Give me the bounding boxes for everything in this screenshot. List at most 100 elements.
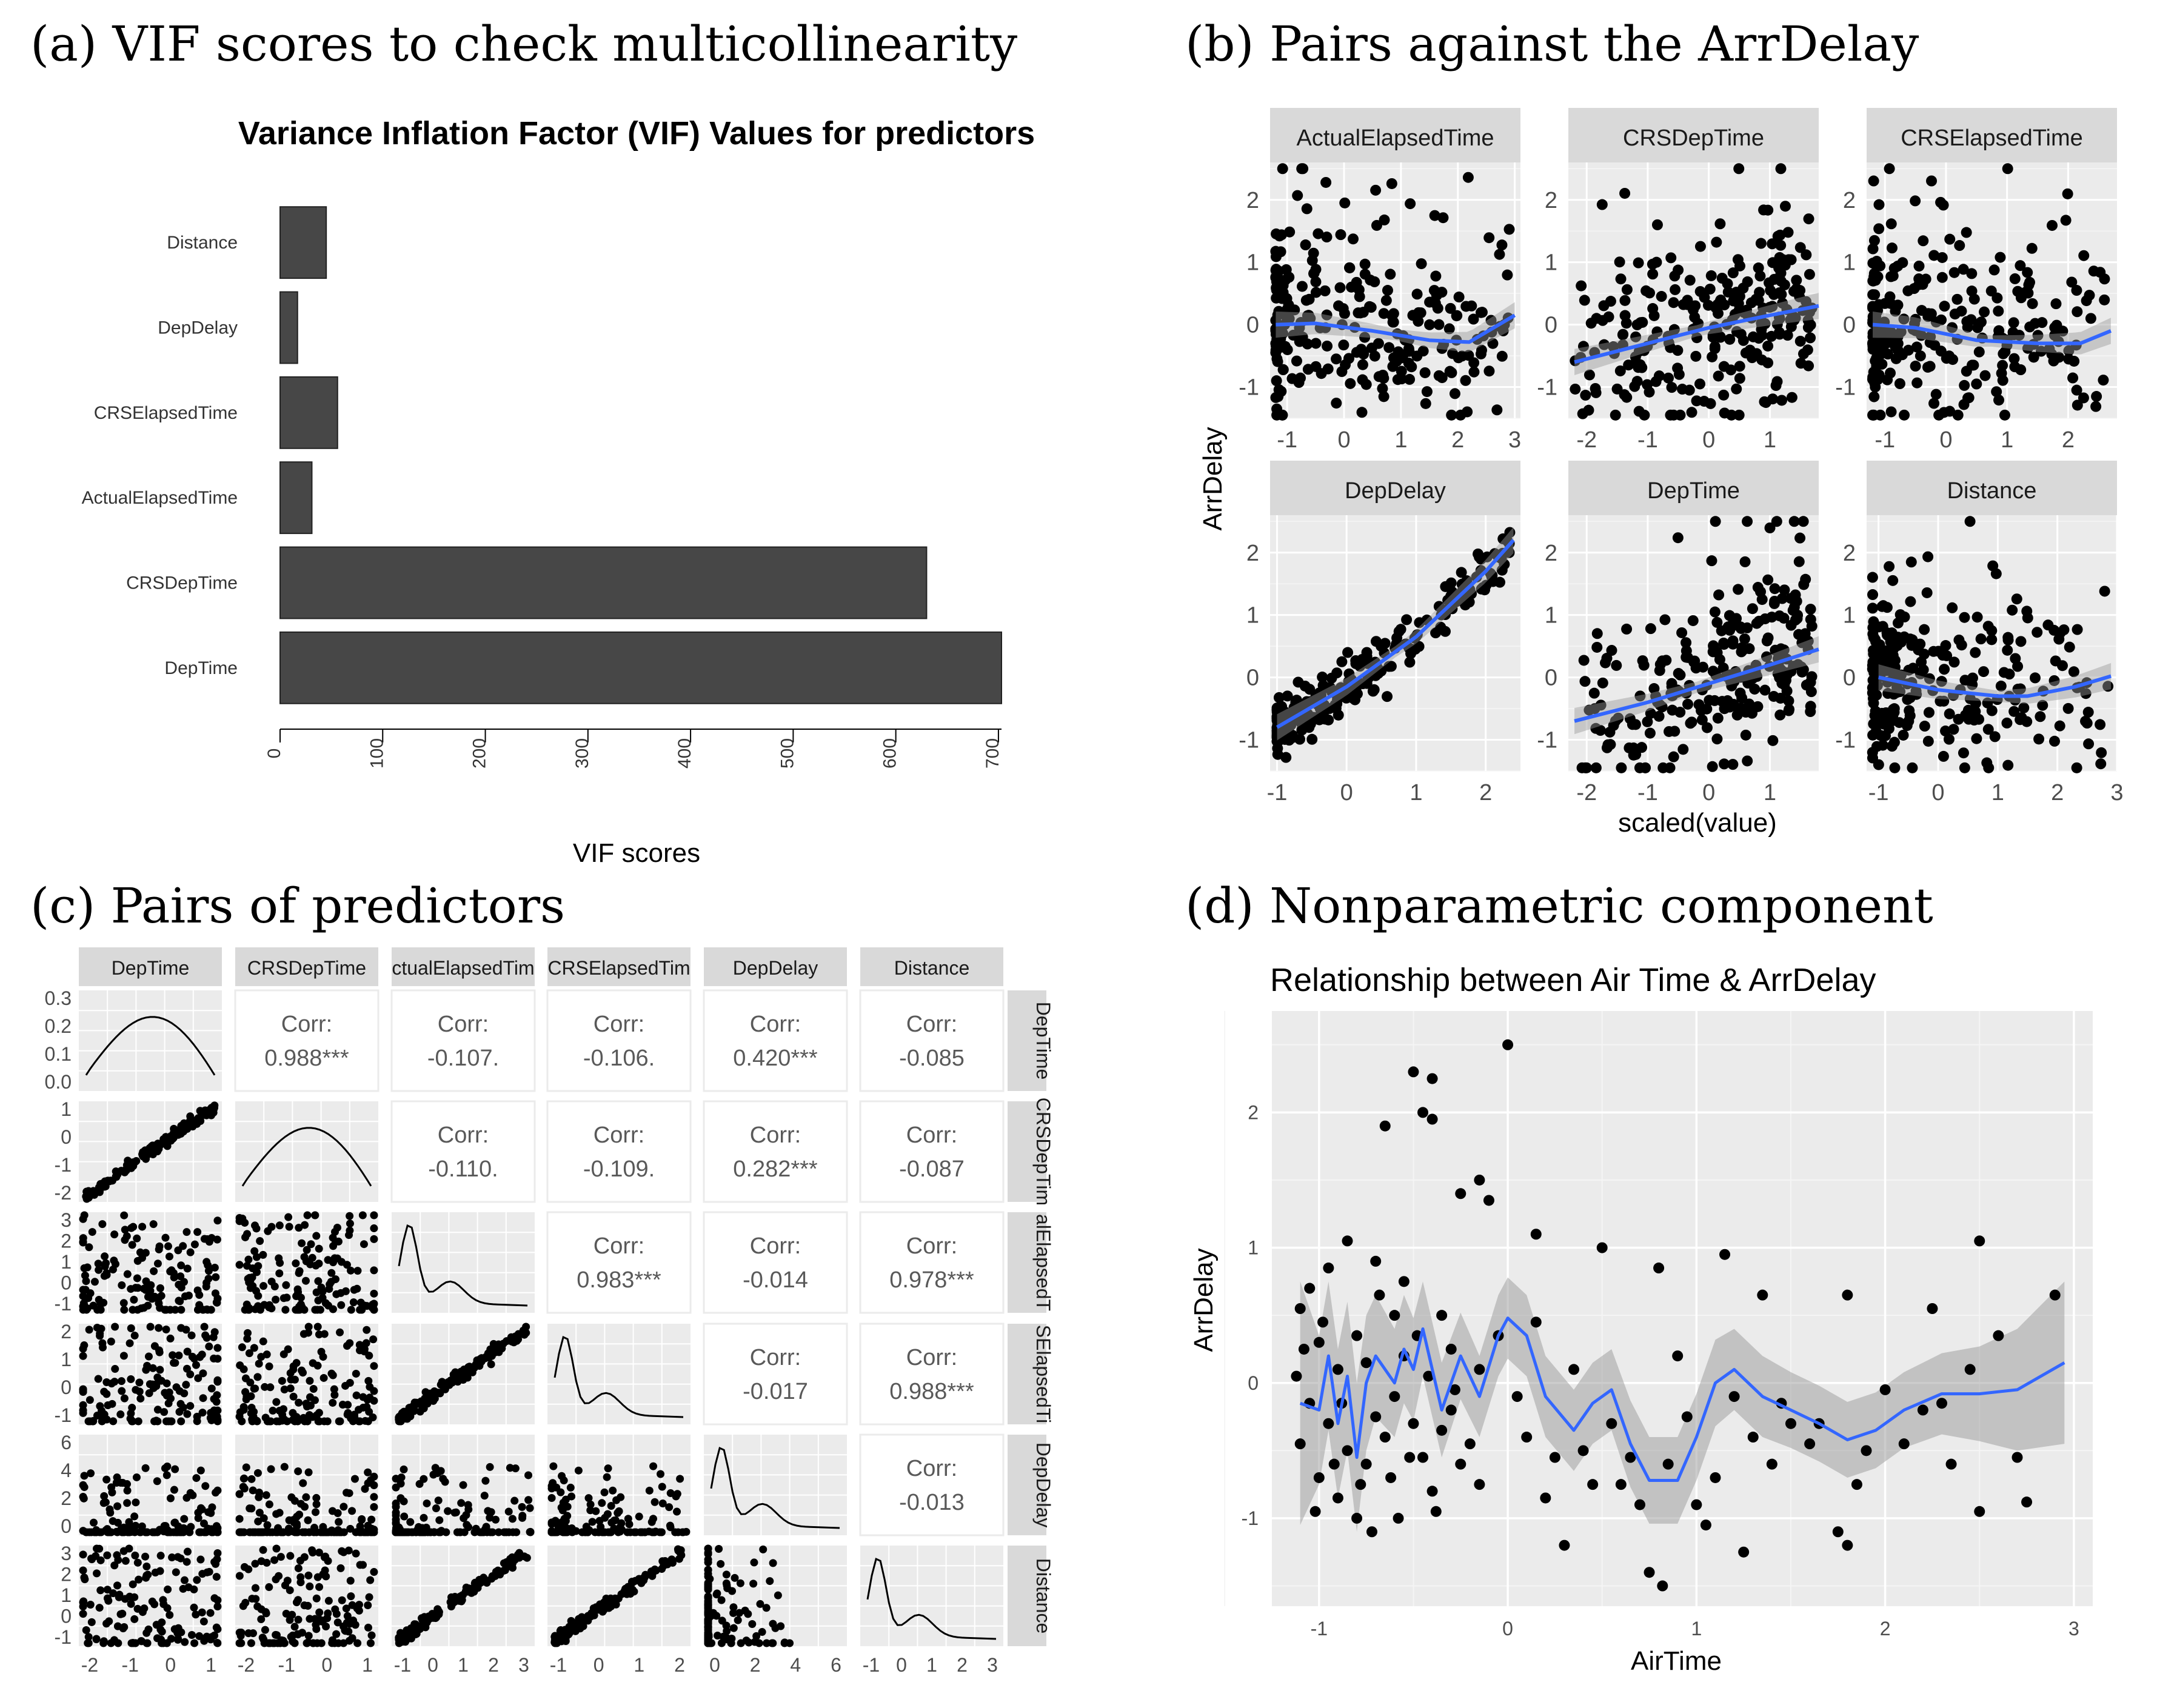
data-point <box>1642 716 1653 727</box>
data-point <box>241 1233 250 1241</box>
data-point <box>175 1407 184 1416</box>
data-point <box>2044 343 2055 355</box>
data-point <box>676 1475 684 1483</box>
data-point <box>186 1248 195 1256</box>
corr-value: -0.087 <box>899 1156 965 1182</box>
data-point <box>2015 683 2026 695</box>
data-point <box>1701 722 1713 733</box>
data-point <box>292 1528 301 1536</box>
x-tick-label: 2 <box>2062 427 2075 453</box>
data-point <box>424 1612 433 1621</box>
data-point <box>1322 340 1333 352</box>
data-point <box>96 1556 105 1564</box>
data-point <box>1665 342 1676 353</box>
data-point <box>435 1528 443 1536</box>
data-point <box>342 1604 350 1613</box>
confidence-band <box>1277 527 1514 741</box>
data-point <box>177 1122 186 1130</box>
airtime-smooth-chart: Relationship between Air Time & ArrDelay… <box>1189 962 2093 1676</box>
data-point <box>79 1385 87 1393</box>
x-tick-label: 3 <box>1508 427 1521 453</box>
data-point <box>101 1252 109 1261</box>
data-point <box>156 1626 165 1634</box>
airtime-y-axis-label: ArrDelay <box>1189 1248 1219 1352</box>
data-point <box>1907 762 1918 773</box>
data-point <box>304 1323 313 1331</box>
data-point <box>101 1526 110 1535</box>
data-point <box>1591 641 1603 653</box>
data-point <box>1379 1120 1391 1132</box>
vif-bar-deptime <box>279 631 1002 704</box>
corr-cell <box>546 989 692 1092</box>
data-point <box>210 1354 218 1363</box>
data-point <box>294 1467 303 1475</box>
data-point <box>1647 258 1658 270</box>
data-point <box>1615 1479 1627 1490</box>
data-point <box>1796 661 1807 673</box>
data-point <box>1993 1330 2004 1341</box>
data-point <box>1589 703 1600 715</box>
data-point <box>1802 635 1814 647</box>
data-point <box>435 1516 444 1524</box>
data-point <box>704 1609 712 1618</box>
pairs-cell: Corr:-0.014 <box>703 1211 848 1314</box>
data-point <box>1782 330 1793 341</box>
data-point <box>267 1465 275 1473</box>
data-point <box>1684 384 1695 396</box>
data-point <box>1939 664 1950 675</box>
pairs-cell: Corr:0.988*** <box>234 989 380 1092</box>
data-point <box>140 1604 149 1613</box>
data-point <box>278 1376 286 1385</box>
data-point <box>118 1609 127 1618</box>
y-tick-label: 2 <box>1843 188 1856 213</box>
data-point <box>1403 357 1414 369</box>
data-point <box>308 1546 316 1555</box>
data-point <box>2015 636 2027 647</box>
data-point <box>520 1552 529 1561</box>
data-point <box>142 1563 151 1571</box>
data-point <box>1323 714 1334 726</box>
data-point <box>1918 664 1929 676</box>
pairs-col-strip-label: ctualElapsedTim <box>392 957 534 979</box>
data-point <box>704 1558 712 1567</box>
data-point <box>1727 618 1739 629</box>
data-point <box>1653 710 1665 722</box>
data-point <box>253 1373 262 1381</box>
data-point <box>1298 1343 1309 1355</box>
data-point <box>363 1326 371 1334</box>
corr-label: Corr: <box>438 1123 489 1148</box>
data-point <box>1727 638 1739 650</box>
data-point <box>1340 359 1351 370</box>
data-point <box>1685 718 1696 729</box>
data-point <box>1437 212 1449 224</box>
data-point <box>1882 688 1894 699</box>
data-point <box>1359 258 1371 270</box>
data-point <box>1868 632 1879 643</box>
data-point <box>1456 567 1467 578</box>
data-point <box>265 1362 273 1370</box>
data-point <box>1742 516 1753 527</box>
data-point <box>111 1365 119 1373</box>
data-point <box>1971 378 1982 390</box>
data-point <box>1733 584 1744 595</box>
data-point <box>255 1509 264 1517</box>
data-point <box>429 1396 438 1405</box>
data-point <box>347 1414 355 1423</box>
data-point <box>106 1509 115 1517</box>
data-point <box>590 1611 598 1620</box>
data-point <box>142 1152 151 1160</box>
data-point <box>1619 310 1631 321</box>
smooth-line <box>1276 313 1516 344</box>
data-point <box>175 1387 184 1395</box>
data-point <box>2007 604 2018 616</box>
data-point <box>1881 629 1893 641</box>
pairs-panel <box>704 1435 847 1535</box>
data-point <box>606 1594 615 1603</box>
data-point <box>133 1558 142 1567</box>
data-point <box>210 1101 219 1110</box>
data-point <box>327 1278 335 1286</box>
data-point <box>272 1575 280 1584</box>
data-point <box>522 1329 530 1337</box>
data-point <box>574 1466 583 1475</box>
